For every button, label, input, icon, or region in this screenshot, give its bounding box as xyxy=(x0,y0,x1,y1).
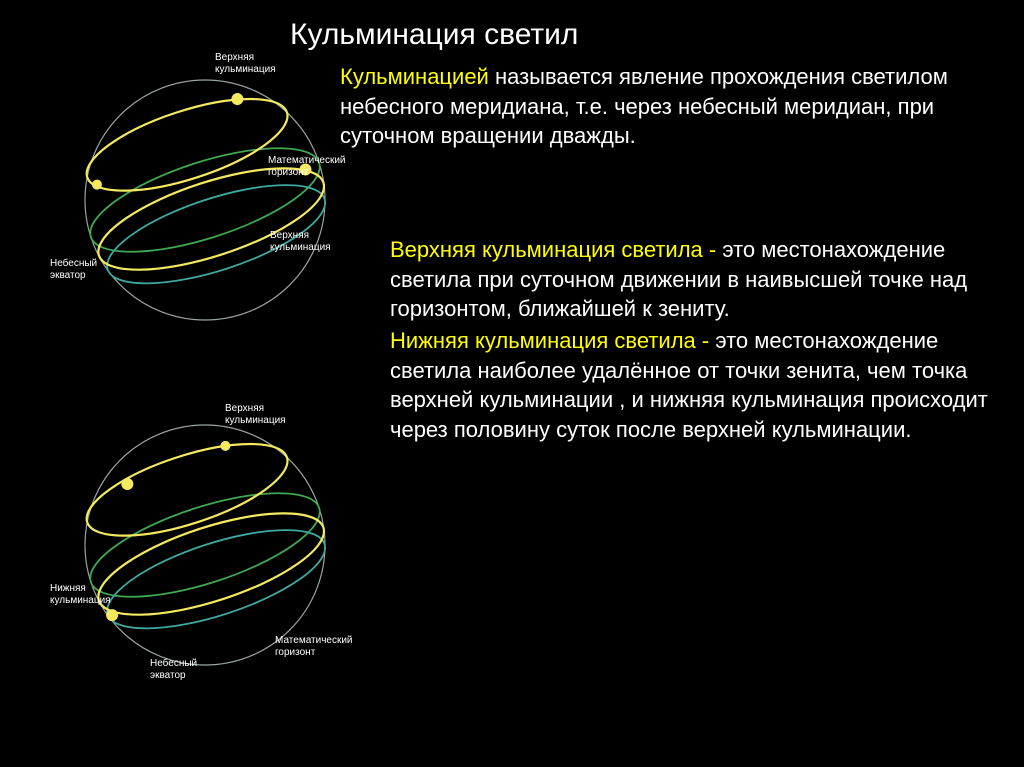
paragraph-lower: Нижняя кульминация светила - это местона… xyxy=(390,326,1000,445)
para2-highlight: Нижняя кульминация светила - xyxy=(390,328,715,353)
paragraph-upper: Верхняя кульминация светила - это местон… xyxy=(390,235,1000,324)
body-text: Верхняя кульминация светила - это местон… xyxy=(390,235,1000,445)
sphere1-svg xyxy=(60,55,350,345)
label-lower-culm-2: Нижняя кульминация xyxy=(50,583,111,606)
label-math-horizon-1: Математический горизонт xyxy=(268,155,346,178)
label-upper-culm-2: Верхняя кульминация xyxy=(225,403,286,426)
para1-highlight: Верхняя кульминация светила - xyxy=(390,237,722,262)
intro-paragraph: Кульминацией называется явление прохожде… xyxy=(340,62,980,151)
page-title: Кульминация светил xyxy=(290,18,578,52)
celestial-sphere-diagram-1: Верхняя кульминация Математический гориз… xyxy=(60,55,350,345)
intro-highlight: Кульминацией xyxy=(340,64,489,89)
celestial-sphere-diagram-2: Верхняя кульминация Нижняя кульминация Н… xyxy=(60,400,350,690)
label-math-horizon-2: Математический горизонт xyxy=(275,635,353,658)
label-upper-culm-1b: Верхняя кульминация xyxy=(270,230,331,253)
label-upper-culm-1a: Верхняя кульминация xyxy=(215,52,276,75)
label-celestial-eq-2: Небесный экватор xyxy=(150,658,197,681)
label-celestial-eq-1: Небесный экватор xyxy=(50,258,97,281)
